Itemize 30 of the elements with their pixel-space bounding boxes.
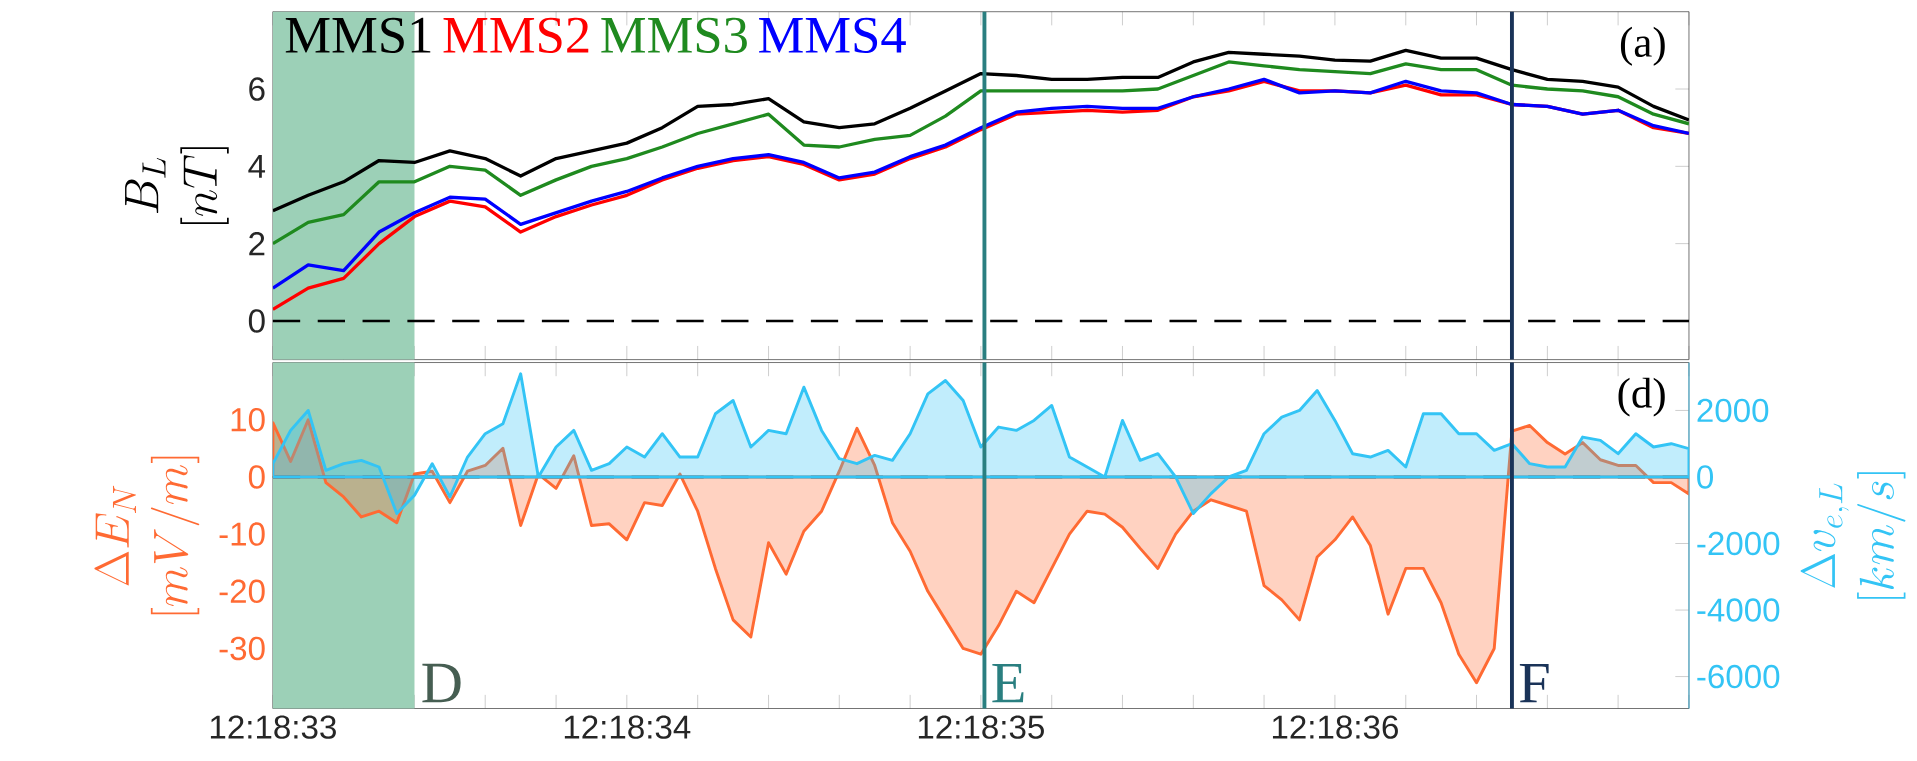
y2-tick-label: 2000 (1697, 398, 1769, 423)
x-tick-label: 12:18:33 (210, 715, 336, 739)
y2-axis-title: $\begin{array}{c}\Delta v_{e,L}\\ {[km/s]}\end{array}$ (1800, 472, 1906, 599)
x-tick-label: 12:18:36 (1272, 715, 1398, 739)
y-tick-label: -10 (219, 522, 265, 546)
y2-tick-label: -2000 (1697, 531, 1780, 556)
ref-line-label: F (1519, 663, 1549, 703)
y-tick-label: -30 (219, 636, 265, 661)
y2-tick-label: -4000 (1697, 598, 1780, 622)
y-tick-label: -20 (219, 579, 265, 603)
y-tick-label: 0 (248, 309, 265, 333)
annotation: (a) (1620, 26, 1665, 66)
y-tick-label: 2 (249, 232, 265, 256)
y-tick-label: 6 (249, 77, 265, 101)
series-label: MMS1 (285, 17, 431, 54)
y-axis-title: $\begin{array}{c}\Delta E_N\\ {[mV/m]}\end{array}$ (94, 456, 200, 615)
y-tick-label: 0 (248, 465, 265, 489)
series-label: MMS3 (601, 17, 747, 54)
y2-tick-label: -6000 (1697, 664, 1780, 689)
y2-tick-label: 0 (1697, 465, 1714, 489)
annotation: (d) (1618, 377, 1665, 417)
y-axis-title: $\begin{array}{c}B_L\\ {[nT]}\end{array}$ (125, 147, 229, 224)
y-tick-label: 4 (248, 154, 266, 178)
ref-line-label: E (992, 663, 1024, 703)
x-tick-label: 12:18:35 (918, 715, 1044, 739)
y-tick-label: 10 (231, 407, 265, 432)
band-label: D (422, 663, 461, 703)
x-tick-label: 12:18:34 (564, 715, 691, 739)
text: MMS2 (443, 17, 589, 54)
series-label: MMS4 (759, 17, 906, 54)
